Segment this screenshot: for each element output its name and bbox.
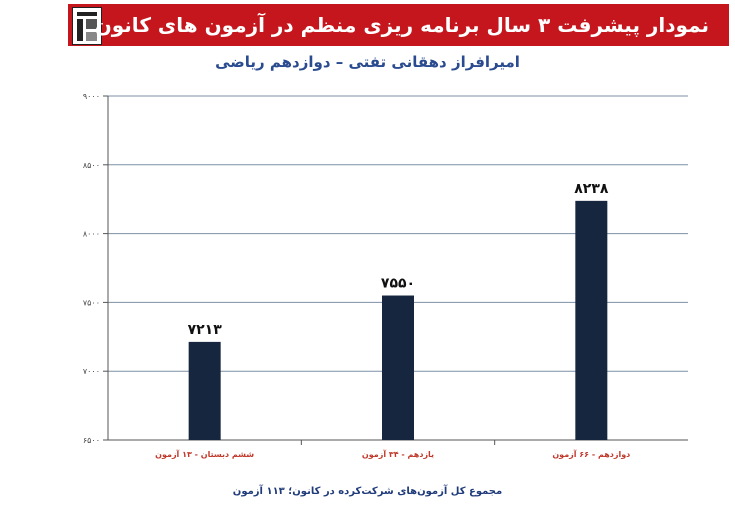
category-label: ششم دبستان - ۱۳ آزمون [155, 449, 254, 459]
bar-value-label: ۷۲۱۳ [188, 322, 223, 338]
bar [188, 341, 221, 440]
y-tick-label: ۷۵۰۰ [83, 298, 100, 307]
y-tick-label: ۷۰۰۰ [83, 367, 100, 376]
bar-value-label: ۷۵۵۰ [381, 276, 415, 292]
y-tick-label: ۶۵۰۰ [83, 436, 100, 445]
chart-subtitle: امیرافراز دهقانی تفتی – دوازدهم ریاضی [215, 53, 520, 71]
bar-value-label: ۸۲۳۸ [574, 181, 609, 197]
category-label: یازدهم - ۳۴ آزمون [362, 449, 434, 459]
bar [575, 200, 608, 440]
title-banner: نمودار پیشرفت ۳ سال برنامه ریزی منظم در … [68, 4, 729, 46]
bar [382, 295, 414, 440]
y-tick-label: ۸۵۰۰ [83, 161, 100, 170]
y-tick-label: ۹۰۰۰ [83, 92, 100, 101]
footnote: مجموع کل آزمون‌های شرکت‌کرده در کانون؛ ۱… [232, 486, 503, 497]
page-title: نمودار پیشرفت ۳ سال برنامه ریزی منظم در … [94, 13, 709, 37]
category-label: دوازدهم - ۶۶ آزمون [552, 449, 630, 459]
kanoon-logo-icon [72, 7, 102, 45]
y-tick-label: ۸۰۰۰ [83, 230, 100, 239]
